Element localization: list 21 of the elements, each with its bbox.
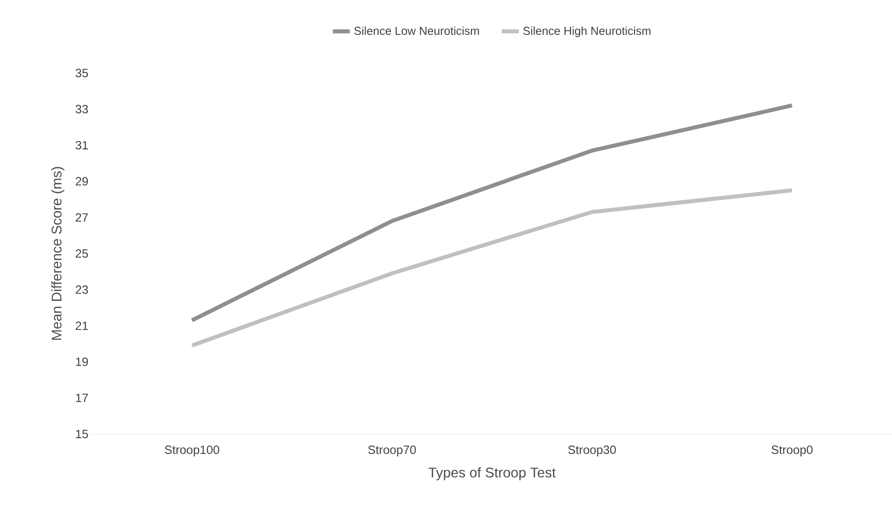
legend-label: Silence High Neuroticism: [523, 26, 650, 38]
x-tick-label: Stroop30: [568, 446, 616, 456]
y-tick-label: 35: [76, 68, 88, 78]
line-series: [190, 188, 794, 348]
y-tick-label: 31: [76, 140, 88, 150]
x-tick-label: Stroop100: [164, 446, 220, 456]
x-tick-label: Stroop70: [368, 446, 416, 456]
y-tick-label: 29: [76, 177, 88, 186]
y-tick-label: 33: [76, 104, 88, 114]
legend-label: Silence Low Neuroticism: [354, 26, 479, 35]
x-tick-label: Stroop0: [772, 446, 813, 456]
y-tick-label: 23: [76, 285, 88, 294]
line-series: [190, 103, 794, 322]
x-axis-title: Types of Stroop Test: [428, 467, 556, 480]
y-tick-label: 17: [76, 394, 88, 402]
y-tick-label: 15: [76, 430, 88, 438]
y-tick-label: 25: [76, 249, 88, 258]
y-tick-label: 27: [76, 213, 88, 222]
y-tick-label: 19: [76, 358, 88, 366]
y-axis-title: Mean Difference Score (ms): [51, 166, 64, 340]
y-tick-label: 21: [76, 322, 88, 330]
